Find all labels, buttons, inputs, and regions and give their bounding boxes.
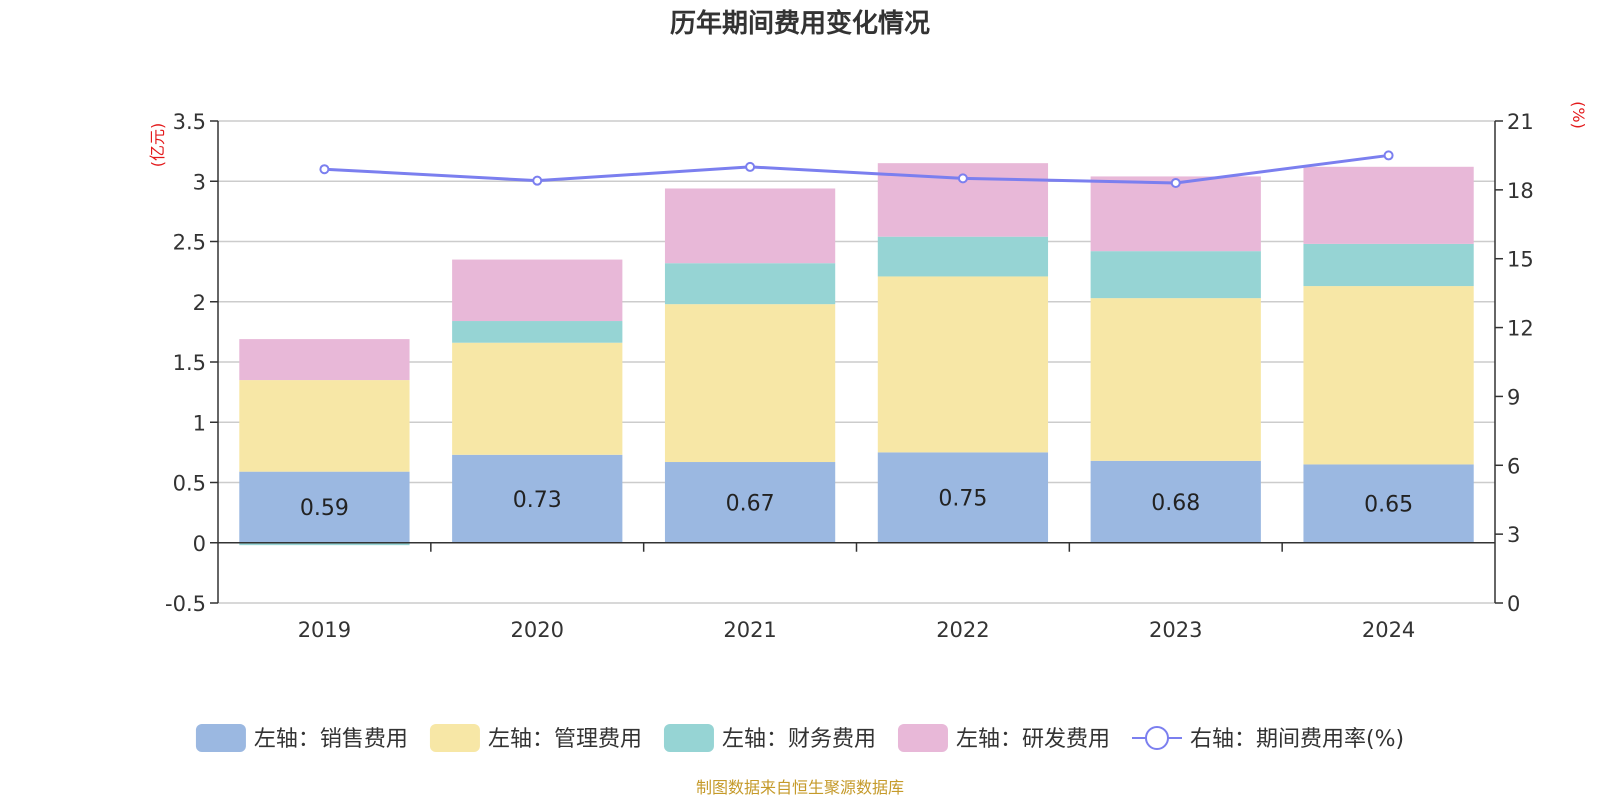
- bar-value-label: 0.75: [938, 487, 987, 512]
- left-tick-label: 2: [193, 291, 206, 315]
- legend: 左轴：销售费用 左轴：管理费用 左轴：财务费用 左轴：研发费用 右轴：期间费用率(%): [195, 724, 1404, 752]
- right-tick-label: 6: [1507, 454, 1520, 478]
- rate-point: [1170, 177, 1181, 188]
- bar-value-label: 0.73: [513, 488, 562, 513]
- rate-line-path: [324, 153, 1389, 185]
- bar-segment: [1090, 460, 1261, 543]
- bar-segment: [664, 188, 836, 264]
- bar-segment: [877, 236, 1049, 277]
- x-tick-label: 2020: [511, 618, 564, 642]
- bar-segment: [239, 471, 410, 543]
- rate-point: [1383, 150, 1394, 161]
- axes: -0.5 0 0.5 1 1.5 2 2.5 3 3.5 0 3 6 9 12 15 18 21 2019 2020…: [165, 110, 1534, 642]
- right-tick-label: 15: [1507, 248, 1534, 272]
- x-tick-label: 2019: [298, 618, 351, 642]
- bar-segment: [877, 452, 1049, 543]
- right-tick-label: 9: [1507, 385, 1520, 409]
- bar-value-label: 0.68: [1151, 491, 1200, 516]
- left-tick-label: 1.5: [173, 351, 206, 375]
- bar-segment: [239, 542, 410, 546]
- right-tick-label: 3: [1507, 523, 1520, 547]
- x-tick-label: 2021: [723, 618, 776, 642]
- rate-point: [319, 164, 330, 175]
- bar-segment: [452, 454, 623, 543]
- bar-segment: [1303, 243, 1474, 287]
- bar-segment: [452, 342, 623, 455]
- bar-segment: [664, 462, 836, 543]
- right-tick-label: 12: [1507, 317, 1534, 341]
- bar-segment: [664, 263, 836, 305]
- right-axis-unit: (%): [1569, 101, 1588, 129]
- left-tick-label: 0: [193, 532, 206, 556]
- bar-segment: [877, 276, 1049, 453]
- x-tick-label: 2024: [1362, 618, 1415, 642]
- bar-segment: [1303, 464, 1474, 543]
- bar-segment: [239, 380, 410, 472]
- right-tick-label: 21: [1507, 110, 1534, 134]
- left-tick-label: 1: [193, 411, 206, 435]
- bar-value-label: 0.59: [300, 496, 349, 521]
- left-tick-label: 0.5: [173, 472, 206, 496]
- bar-segment: [1090, 298, 1261, 461]
- left-tick-label: 3.5: [173, 110, 206, 134]
- right-tick-label: 0: [1507, 592, 1520, 616]
- legend-swatch: [663, 724, 714, 752]
- right-tick-label: 18: [1507, 179, 1534, 203]
- bar-value-label: 0.67: [726, 491, 775, 516]
- left-tick-label: -0.5: [165, 592, 206, 616]
- legend-label: 左轴：销售费用: [254, 727, 408, 752]
- legend-label: 右轴：期间费用率(%): [1190, 727, 1404, 752]
- bar-segment: [452, 321, 623, 343]
- bar-segment: [1090, 251, 1261, 299]
- bar-segment: [1090, 176, 1261, 252]
- rate-point: [957, 173, 968, 184]
- left-tick-label: 3: [193, 170, 206, 194]
- rate-point: [745, 161, 756, 172]
- bar-segment: [452, 259, 623, 322]
- bar-labels: 0.59 0.73 0.67 0.75 0.68 0.65: [300, 487, 1413, 522]
- legend-label: 左轴：研发费用: [956, 727, 1110, 752]
- source-note: 制图数据来自恒生聚源数据库: [696, 778, 904, 797]
- legend-swatch-marker: [1144, 726, 1169, 750]
- bar-segment: [664, 304, 836, 463]
- bar-value-label: 0.65: [1364, 493, 1413, 518]
- bars: [239, 163, 1474, 546]
- legend-swatch: [897, 724, 948, 752]
- left-tick-label: 2.5: [173, 231, 206, 255]
- legend-swatch: [195, 724, 246, 752]
- rate-line: [319, 150, 1394, 188]
- legend-label: 左轴：财务费用: [722, 727, 876, 752]
- chart-title: 历年期间费用变化情况: [670, 8, 930, 39]
- x-tick-label: 2022: [936, 618, 989, 642]
- legend-label: 左轴：管理费用: [488, 727, 642, 752]
- bar-segment: [1303, 166, 1474, 244]
- bar-segment: [239, 339, 410, 381]
- x-tick-label: 2023: [1149, 618, 1202, 642]
- bar-segment: [1303, 286, 1474, 465]
- legend-swatch: [429, 724, 480, 752]
- rate-point: [532, 175, 543, 186]
- left-axis-unit: (亿元): [148, 123, 167, 168]
